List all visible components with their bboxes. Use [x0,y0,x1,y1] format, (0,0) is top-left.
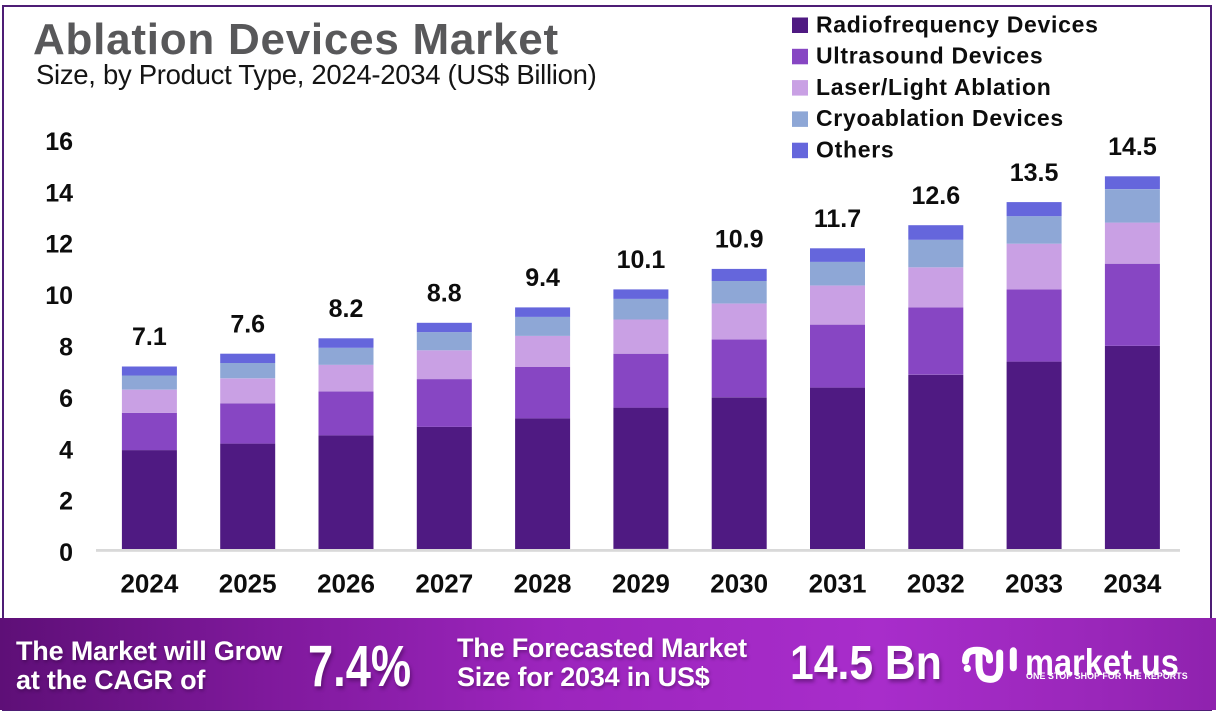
svg-text:2031: 2031 [809,569,867,599]
svg-text:14: 14 [45,179,73,207]
svg-text:Radiofrequency Devices: Radiofrequency Devices [816,11,1099,37]
svg-text:7.6: 7.6 [230,310,265,338]
svg-text:Laser/Light Ablation: Laser/Light Ablation [816,74,1052,100]
svg-text:8.8: 8.8 [427,280,462,308]
svg-text:10.1: 10.1 [617,246,666,274]
svg-text:10.9: 10.9 [715,226,764,254]
svg-text:2025: 2025 [219,569,277,599]
svg-text:2033: 2033 [1005,569,1063,599]
svg-text:0: 0 [59,539,73,567]
svg-text:11.7: 11.7 [814,205,861,233]
svg-text:2024: 2024 [120,569,178,599]
svg-text:Ultrasound Devices: Ultrasound Devices [816,43,1043,69]
svg-text:14.5: 14.5 [1108,133,1157,161]
svg-text:8.2: 8.2 [329,295,364,323]
svg-text:9.4: 9.4 [525,264,560,292]
svg-text:7.1: 7.1 [132,323,167,351]
svg-text:2: 2 [59,488,73,516]
svg-text:4: 4 [59,436,73,464]
svg-text:2026: 2026 [317,569,375,599]
svg-text:2027: 2027 [415,569,473,599]
svg-text:2034: 2034 [1103,569,1161,599]
svg-text:12.6: 12.6 [911,182,960,210]
svg-text:Cryoablation Devices: Cryoablation Devices [816,105,1064,131]
svg-text:2032: 2032 [907,569,965,599]
svg-text:2029: 2029 [612,569,670,599]
svg-text:8: 8 [59,334,73,362]
svg-text:12: 12 [45,231,73,259]
svg-text:2028: 2028 [514,569,572,599]
svg-text:16: 16 [45,128,73,156]
svg-text:2030: 2030 [710,569,768,599]
svg-text:10: 10 [45,282,73,310]
svg-text:6: 6 [59,385,73,413]
svg-text:13.5: 13.5 [1010,159,1059,187]
svg-text:Others: Others [816,137,894,163]
